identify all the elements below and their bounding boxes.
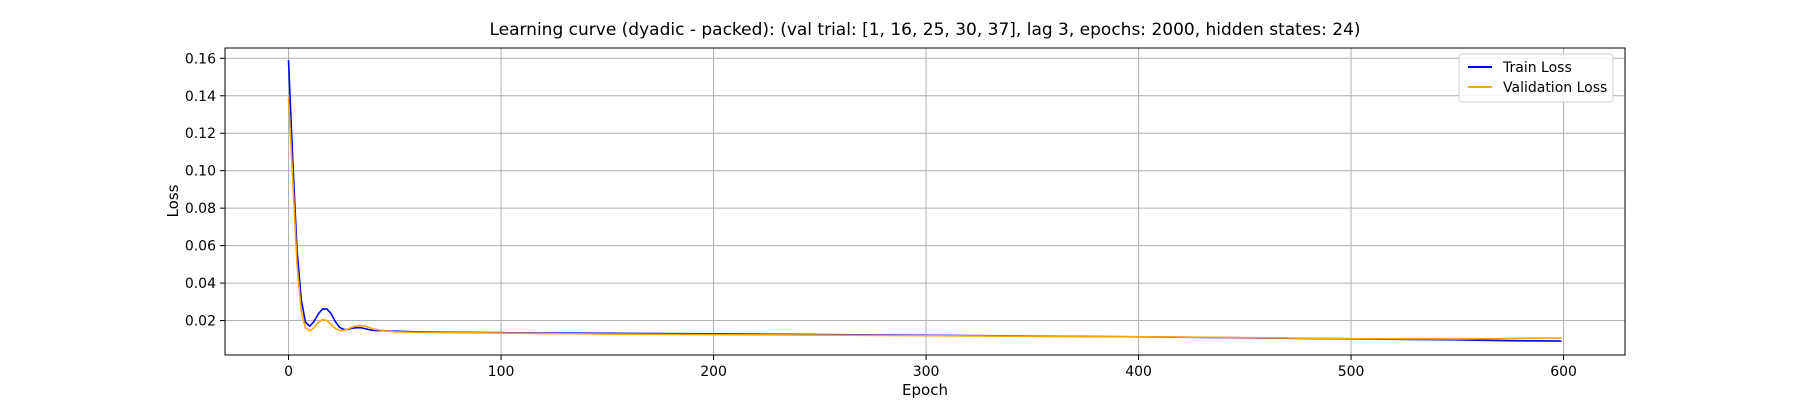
y-axis-label: Loss [164, 184, 182, 217]
y-tick-label: 0.04 [185, 276, 216, 292]
x-tick-label: 500 [1338, 364, 1365, 380]
plot-area-frame [224, 47, 1626, 356]
y-tick-label: 0.10 [185, 164, 216, 180]
series-line-validation-loss [287, 97, 1562, 340]
legend-label-train-loss: Train Loss [1502, 60, 1572, 76]
y-tick-label: 0.12 [185, 126, 216, 142]
x-axis-ticks: 0 100 200 300 400 500 600 [284, 355, 1577, 380]
x-tick-label: 300 [913, 364, 940, 380]
x-axis-label: Epoch [902, 381, 948, 399]
legend-box [1458, 53, 1614, 103]
y-axis-ticks: 0.02 0.04 0.06 0.08 0.10 0.12 0.14 0.16 [185, 51, 225, 330]
y-tick-label: 0.14 [185, 89, 216, 105]
x-tick-label: 0 [284, 364, 293, 380]
x-tick-label: 200 [700, 364, 727, 380]
y-tick-label: 0.02 [185, 314, 216, 330]
series-line-train-loss [287, 60, 1562, 342]
grid-lines [225, 48, 1625, 355]
chart-title: Learning curve (dyadic - packed): (val t… [489, 20, 1360, 40]
y-tick-label: 0.08 [185, 201, 216, 217]
x-tick-label: 600 [1550, 364, 1577, 380]
series-layer [287, 60, 1562, 342]
y-tick-label: 0.06 [185, 239, 216, 255]
legend: Train Loss Validation Loss [1458, 53, 1614, 103]
legend-label-validation-loss: Validation Loss [1503, 80, 1607, 96]
y-tick-label: 0.16 [185, 51, 216, 67]
x-tick-label: 100 [488, 364, 515, 380]
x-tick-label: 400 [1125, 364, 1152, 380]
